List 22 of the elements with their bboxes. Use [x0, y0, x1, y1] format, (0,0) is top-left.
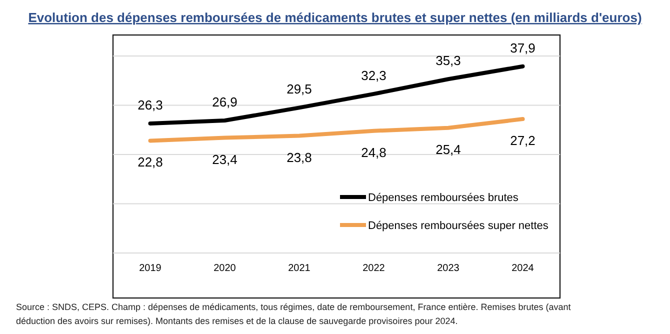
- x-tick-label: 2022: [362, 263, 386, 274]
- x-tick-label: 2021: [288, 263, 311, 274]
- data-label: 25,4: [436, 142, 461, 157]
- data-label: 23,4: [212, 152, 238, 167]
- source-note: Source : SNDS, CEPS. Champ : dépenses de médicaments, tous régimes, date de remboursement, France entière. Remises brutes (avant déduction des avoirs sur remises). Montants des remises et de la clause de sauvegarde provisoires pour 2024.: [16, 302, 572, 326]
- data-label: 23,8: [286, 150, 312, 165]
- x-tick-label: 2023: [437, 263, 460, 274]
- data-label: 37,9: [510, 40, 536, 56]
- data-label: 29,5: [286, 82, 312, 97]
- legend-label: Dépenses remboursées super nettes: [368, 220, 549, 232]
- x-tick-label: 2020: [214, 263, 236, 274]
- data-label: 27,2: [510, 133, 536, 148]
- data-label: 32,3: [361, 68, 386, 83]
- data-label: 26,3: [138, 97, 163, 112]
- chart-title: Evolution des dépenses remboursées de médicaments brutes et super nettes (en milliards d'euros): [28, 10, 642, 25]
- x-tick-label: 2019: [139, 263, 162, 274]
- data-label: 22,8: [138, 154, 163, 170]
- x-tick-label: 2024: [512, 263, 534, 274]
- data-label: 26,9: [212, 94, 238, 110]
- data-label: 35,3: [436, 53, 461, 68]
- legend-label: Dépenses remboursées brutes: [368, 192, 519, 204]
- data-label: 24,8: [361, 144, 386, 160]
